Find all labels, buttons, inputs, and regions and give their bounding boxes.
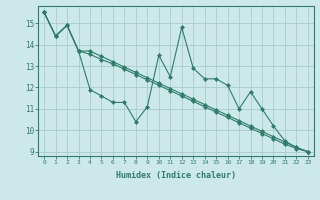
X-axis label: Humidex (Indice chaleur): Humidex (Indice chaleur) [116, 171, 236, 180]
